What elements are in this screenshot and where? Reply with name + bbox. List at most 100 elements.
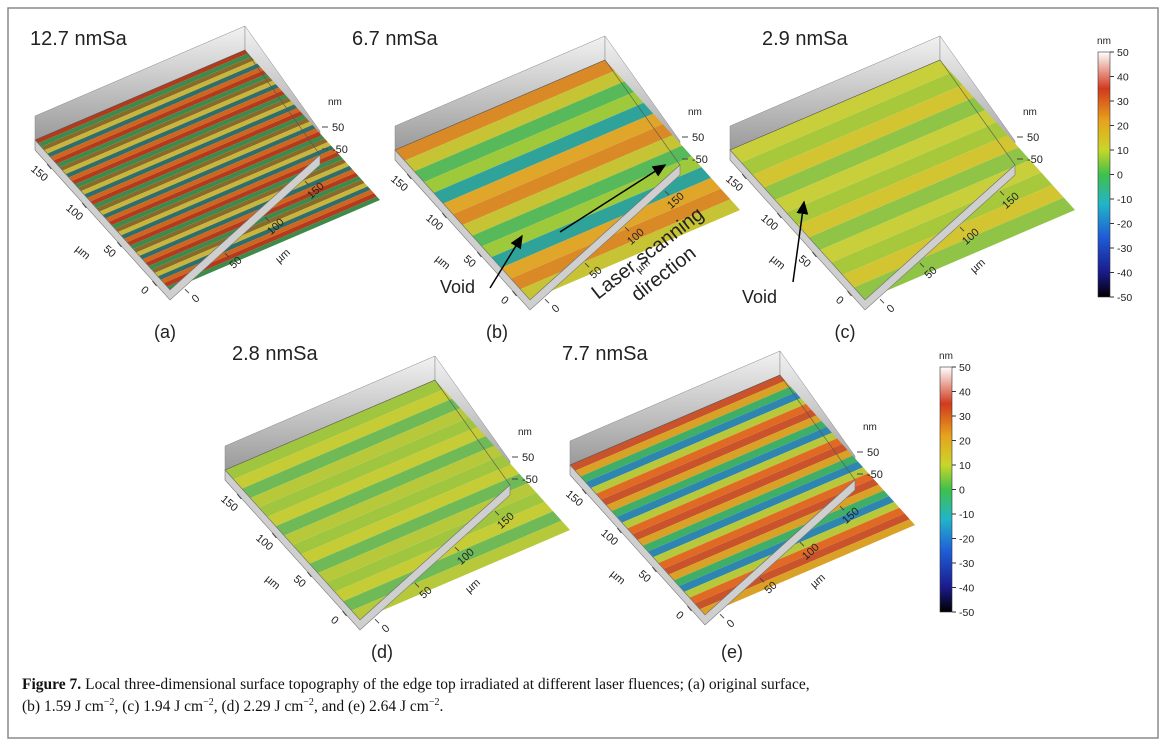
surface-stripe xyxy=(842,185,1064,288)
tick-mark xyxy=(494,510,500,516)
caption-text: , (c) 1.94 J cm xyxy=(114,698,204,716)
surface-stripe xyxy=(102,125,316,219)
surface-stripe xyxy=(47,63,261,158)
surface-stripe xyxy=(154,182,368,277)
side-wall xyxy=(729,149,1016,311)
panels: 12.7 nmSa(a)150100500µm050100150µm50-50n… xyxy=(28,25,1075,662)
surface-stripe xyxy=(404,70,625,172)
axis-tick-label: 150 xyxy=(218,493,240,514)
panel-title: 2.9 nmSa xyxy=(762,28,848,50)
colorbar-tick-label: -30 xyxy=(959,558,974,570)
surface-stripe xyxy=(606,415,822,512)
tick-mark xyxy=(342,610,347,617)
axis-tick-label: -50 xyxy=(332,144,348,156)
panel-title: 6.7 nmSa xyxy=(352,28,438,50)
panel-label: (b) xyxy=(486,322,508,342)
axis-unit: nm xyxy=(1023,107,1037,118)
surface-stripe xyxy=(84,104,298,198)
surface-stripe xyxy=(452,124,673,225)
axis-tick-label: -50 xyxy=(522,474,538,486)
tick-mark xyxy=(759,577,765,583)
surface-stripe xyxy=(481,156,702,258)
tick-mark xyxy=(624,226,630,232)
surface-stripe xyxy=(163,193,377,287)
surface-stripe xyxy=(423,92,644,193)
colorbar-tick-label: 50 xyxy=(1117,47,1129,59)
colorbar-tick-label: 0 xyxy=(1117,170,1123,182)
surface-stripe xyxy=(351,520,570,620)
axis-unit: µm xyxy=(433,253,453,272)
surface-stripe xyxy=(570,375,786,471)
surface-stripe xyxy=(309,473,528,574)
void-arrow xyxy=(792,200,809,283)
axis-unit: nm xyxy=(518,427,532,438)
tick-mark xyxy=(307,571,312,578)
axis-tick-label: 50 xyxy=(522,452,534,464)
side-wall xyxy=(224,469,511,631)
axis-unit: µm xyxy=(768,253,788,272)
axis-tick-label: 50 xyxy=(461,253,478,270)
axis-tick-label: -50 xyxy=(867,469,883,481)
side-wall xyxy=(569,464,856,626)
surface-stripe xyxy=(590,398,806,494)
surface-stripe xyxy=(601,409,817,506)
surface-stripe xyxy=(775,110,997,213)
tick-mark xyxy=(477,251,482,258)
tick-mark xyxy=(271,532,277,539)
panel-label: (e) xyxy=(721,642,743,662)
axis-tick-label: 0 xyxy=(885,302,898,315)
colorbar-tick-label: 40 xyxy=(1117,72,1129,84)
tick-mark xyxy=(584,262,590,268)
colorbar-tick-label: 0 xyxy=(959,485,965,497)
side-wall xyxy=(394,149,681,311)
tick-mark xyxy=(374,618,380,624)
axis-tick-label: 100 xyxy=(758,212,780,233)
surface-stripe xyxy=(130,155,344,250)
surface-stripe xyxy=(317,483,537,583)
axis-tick-label: 100 xyxy=(253,532,275,553)
surface-stripe xyxy=(50,67,264,161)
colorbar-tick-label: 20 xyxy=(959,436,971,448)
tick-mark xyxy=(959,226,965,232)
surface-stripe xyxy=(786,122,1008,225)
tick-mark xyxy=(544,298,550,304)
surface-stripe xyxy=(741,72,963,175)
surface-stripe xyxy=(151,179,365,273)
axis-tick-label: 0 xyxy=(380,622,393,635)
axis-tick-label: 50 xyxy=(101,243,118,260)
axis-unit: µm xyxy=(73,243,93,262)
axis-tick-label: 50 xyxy=(332,122,344,134)
colorbar-unit: nm xyxy=(1097,36,1111,47)
surface-stripe xyxy=(520,199,740,300)
frame xyxy=(7,7,1159,739)
colorbar-tick-label: -30 xyxy=(1117,243,1132,255)
surface-stripe xyxy=(585,392,801,489)
panel-label: (a) xyxy=(154,322,176,342)
surface-stripe xyxy=(120,145,334,239)
caption-line: Figure 7. Local three-dimensional surface… xyxy=(22,676,1142,694)
axis-tick-label: 0 xyxy=(725,617,738,630)
surface-stripe xyxy=(90,111,304,205)
axis-unit: µm xyxy=(273,247,293,266)
surface-stripe xyxy=(853,197,1075,300)
surface-stripe xyxy=(820,160,1042,263)
tick-mark xyxy=(454,546,460,552)
axis-tick-label: 150 xyxy=(723,173,745,194)
axis-tick-label: 0 xyxy=(550,302,563,315)
surface-stripe xyxy=(575,380,791,477)
tick-mark xyxy=(687,605,692,612)
void-arrow xyxy=(489,234,523,289)
surface-stripe xyxy=(642,455,858,552)
surface-stripe xyxy=(580,386,796,483)
caption-text: , (d) 2.29 J cm xyxy=(213,698,304,716)
axis-tick-label: -50 xyxy=(1027,154,1043,166)
tick-mark xyxy=(776,212,782,219)
tick-mark xyxy=(839,505,845,511)
surface-stripe xyxy=(752,85,974,188)
surface-stripe xyxy=(267,426,486,527)
surface-stripe xyxy=(123,148,338,243)
colorbar-tick-label: -20 xyxy=(959,534,974,546)
colorbar-tick-label: -10 xyxy=(959,509,974,521)
tick-mark xyxy=(46,163,52,170)
